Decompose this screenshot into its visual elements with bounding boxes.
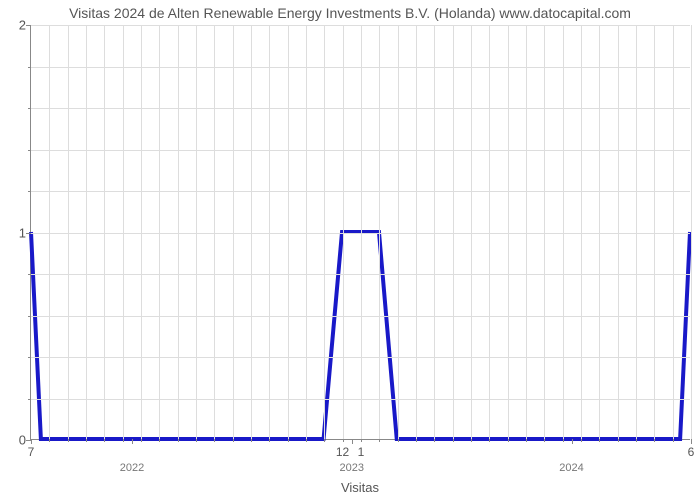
x-tick-mark <box>31 439 32 444</box>
grid-line-v <box>581 25 582 439</box>
x-minor-tick <box>453 439 454 442</box>
x-minor-tick <box>343 439 344 442</box>
x-minor-tick <box>306 439 307 442</box>
grid-line-v <box>691 25 692 439</box>
y-tick-mark <box>26 25 31 26</box>
x-tick-mark <box>691 439 692 444</box>
x-minor-tick <box>508 439 509 442</box>
x-minor-tick <box>489 439 490 442</box>
grid-line-v <box>343 25 344 439</box>
grid-line-v <box>178 25 179 439</box>
x-tick-label: 1 <box>358 445 365 459</box>
grid-line-v <box>526 25 527 439</box>
grid-line-v <box>618 25 619 439</box>
x-minor-tick <box>49 439 50 442</box>
grid-line-v <box>563 25 564 439</box>
plot-area: 01276121202220232024 <box>30 25 690 440</box>
x-minor-tick <box>544 439 545 442</box>
x-minor-tick <box>673 439 674 442</box>
grid-line-v <box>123 25 124 439</box>
x-year-label: 2023 <box>340 462 364 474</box>
x-minor-tick <box>86 439 87 442</box>
x-year-label: 2022 <box>120 462 144 474</box>
x-minor-tick <box>379 439 380 442</box>
x-minor-tick <box>141 439 142 442</box>
x-minor-tick <box>251 439 252 442</box>
grid-line-v <box>434 25 435 439</box>
x-minor-tick <box>618 439 619 442</box>
grid-line-v <box>233 25 234 439</box>
x-minor-tick <box>214 439 215 442</box>
x-minor-tick <box>233 439 234 442</box>
grid-line-v <box>269 25 270 439</box>
x-minor-tick <box>68 439 69 442</box>
x-minor-tick <box>471 439 472 442</box>
y-tick-mark <box>26 233 31 234</box>
grid-line-v <box>104 25 105 439</box>
grid-line-v <box>214 25 215 439</box>
x-tick-label: 12 <box>336 445 349 459</box>
x-minor-tick <box>563 439 564 442</box>
grid-line-v <box>306 25 307 439</box>
y-tick-label: 1 <box>11 225 26 240</box>
x-axis-title: Visitas <box>341 480 379 495</box>
x-minor-tick <box>361 439 362 442</box>
grid-line-v <box>453 25 454 439</box>
grid-line-v <box>379 25 380 439</box>
grid-line-v <box>324 25 325 439</box>
grid-line-v <box>141 25 142 439</box>
x-minor-tick <box>526 439 527 442</box>
grid-line-v <box>636 25 637 439</box>
grid-line-v <box>508 25 509 439</box>
grid-line-v <box>288 25 289 439</box>
grid-line-v <box>398 25 399 439</box>
grid-line-v <box>416 25 417 439</box>
x-minor-tick <box>104 439 105 442</box>
grid-line-v <box>49 25 50 439</box>
x-minor-tick <box>581 439 582 442</box>
x-minor-tick <box>159 439 160 442</box>
x-minor-tick <box>178 439 179 442</box>
grid-line-v <box>544 25 545 439</box>
x-tick-mark <box>352 439 353 444</box>
x-minor-tick <box>324 439 325 442</box>
chart-container: 01276121202220232024 Visitas <box>30 25 690 440</box>
grid-line-v <box>196 25 197 439</box>
y-tick-label: 0 <box>11 433 26 448</box>
x-tick-mark <box>132 439 133 444</box>
grid-line-v <box>68 25 69 439</box>
x-minor-tick <box>416 439 417 442</box>
chart-title: Visitas 2024 de Alten Renewable Energy I… <box>0 5 700 21</box>
x-minor-tick <box>398 439 399 442</box>
grid-line-v <box>86 25 87 439</box>
grid-line-v <box>471 25 472 439</box>
x-tick-mark <box>572 439 573 444</box>
x-minor-tick <box>599 439 600 442</box>
x-minor-tick <box>196 439 197 442</box>
grid-line-v <box>251 25 252 439</box>
x-minor-tick <box>123 439 124 442</box>
grid-line-v <box>489 25 490 439</box>
x-tick-label: 6 <box>688 445 695 459</box>
x-year-label: 2024 <box>559 462 583 474</box>
grid-line-v <box>654 25 655 439</box>
grid-line-v <box>599 25 600 439</box>
grid-line-v <box>361 25 362 439</box>
x-minor-tick <box>654 439 655 442</box>
x-tick-label: 7 <box>28 445 35 459</box>
x-minor-tick <box>269 439 270 442</box>
grid-line-v <box>159 25 160 439</box>
x-minor-tick <box>288 439 289 442</box>
y-tick-label: 2 <box>11 18 26 33</box>
x-minor-tick <box>434 439 435 442</box>
grid-line-v <box>673 25 674 439</box>
x-minor-tick <box>636 439 637 442</box>
